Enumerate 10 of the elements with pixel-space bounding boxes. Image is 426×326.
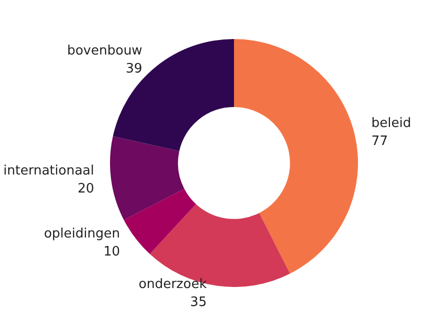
slice-label: bovenbouw	[67, 44, 143, 59]
slice-label: internationaal	[3, 164, 94, 179]
data-label: 35	[190, 295, 207, 310]
slice-label: onderzoek	[138, 277, 208, 292]
data-label: 10	[103, 244, 120, 260]
data-label: 77	[371, 134, 388, 149]
slice-label: opleidingen	[44, 226, 120, 242]
data-label: 20	[78, 182, 94, 197]
data-label: 39	[126, 62, 142, 77]
slice-label: beleid	[371, 116, 412, 131]
